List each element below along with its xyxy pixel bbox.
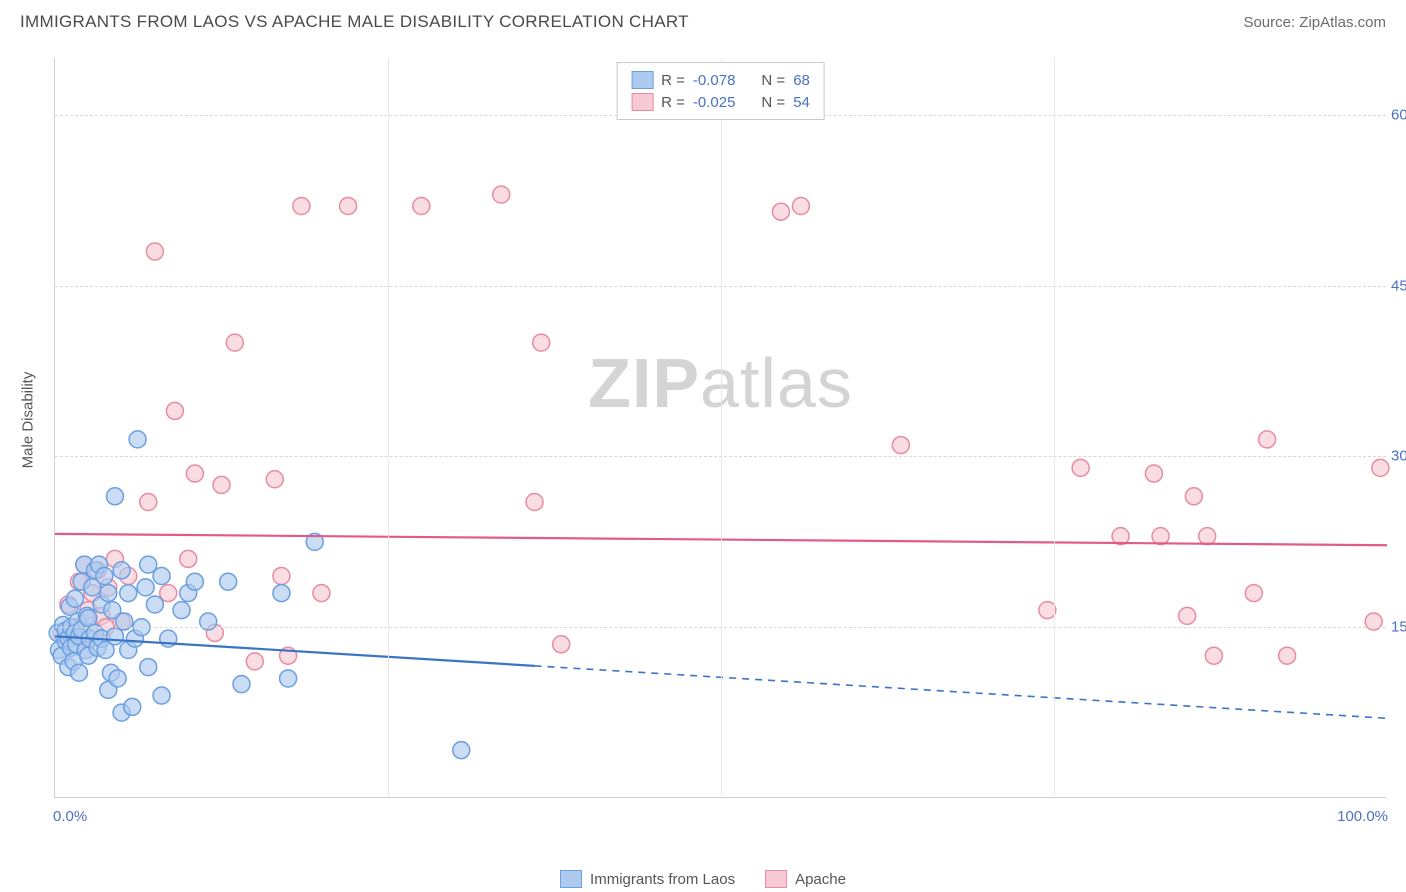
x-tick-min: 0.0% [53,808,87,825]
scatter-point [180,550,197,567]
scatter-point [1199,528,1216,545]
scatter-point [233,676,250,693]
scatter-point [226,334,243,351]
scatter-point [1205,647,1222,664]
scatter-point [173,602,190,619]
series-legend: Immigrants from Laos Apache [560,870,846,888]
y-axis-label: Male Disability [20,372,37,469]
scatter-point [106,488,123,505]
scatter-point [120,585,137,602]
scatter-point [266,471,283,488]
vgridline [721,58,722,797]
scatter-point [892,437,909,454]
scatter-point [109,670,126,687]
vgridline [1054,58,1055,797]
scatter-chart: ZIPatlas R =-0.078N =68R =-0.025N =54 0.… [54,58,1386,798]
scatter-point [453,742,470,759]
legend-swatch [631,93,653,111]
legend-item: Immigrants from Laos [560,870,735,888]
y-tick-label: 45.0% [1391,277,1406,294]
scatter-point [66,590,83,607]
legend-label: Immigrants from Laos [590,871,735,888]
legend-item: Apache [765,870,846,888]
legend-swatch [631,71,653,89]
legend-swatch [765,870,787,888]
scatter-point [772,203,789,220]
y-tick-label: 15.0% [1391,619,1406,636]
x-tick-max: 100.0% [1337,808,1388,825]
scatter-point [137,579,154,596]
chart-title: IMMIGRANTS FROM LAOS VS APACHE MALE DISA… [20,12,689,32]
correlation-legend: R = -0.078 N = 68 R = -0.025 N = 54 [616,62,825,120]
legend-n-label: N = [761,94,785,111]
scatter-point [106,628,123,645]
scatter-point [113,562,130,579]
scatter-point [340,198,357,215]
legend-r-value: -0.078 [693,72,736,89]
scatter-point [533,334,550,351]
y-tick-label: 60.0% [1391,106,1406,123]
legend-row: R = -0.078 N = 68 [631,69,810,91]
legend-n-value: 54 [793,94,810,111]
legend-swatch [560,870,582,888]
scatter-point [186,465,203,482]
regression-line-dashed [535,666,1387,718]
scatter-point [273,568,290,585]
scatter-point [220,573,237,590]
scatter-point [96,568,113,585]
scatter-point [166,402,183,419]
scatter-point [146,243,163,260]
scatter-point [186,573,203,590]
scatter-point [553,636,570,653]
legend-label: Apache [795,871,846,888]
scatter-point [792,198,809,215]
scatter-point [124,698,141,715]
scatter-point [493,186,510,203]
scatter-point [1152,528,1169,545]
scatter-point [1145,465,1162,482]
vgridline [388,58,389,797]
scatter-point [1259,431,1276,448]
legend-r-label: R = [661,94,685,111]
scatter-point [1372,459,1389,476]
scatter-point [246,653,263,670]
scatter-point [1245,585,1262,602]
scatter-point [280,670,297,687]
scatter-point [100,585,117,602]
legend-n-value: 68 [793,72,810,89]
scatter-point [70,664,87,681]
legend-r-label: R = [661,72,685,89]
scatter-point [153,687,170,704]
scatter-point [273,585,290,602]
scatter-point [146,596,163,613]
scatter-point [1179,607,1196,624]
scatter-point [526,494,543,511]
legend-row: R = -0.025 N = 54 [631,91,810,113]
scatter-point [1072,459,1089,476]
legend-n-label: N = [761,72,785,89]
legend-r-value: -0.025 [693,94,736,111]
scatter-point [1279,647,1296,664]
scatter-point [1185,488,1202,505]
scatter-point [129,431,146,448]
y-tick-label: 30.0% [1391,448,1406,465]
source-credit: Source: ZipAtlas.com [1243,14,1386,31]
scatter-point [213,476,230,493]
scatter-point [313,585,330,602]
scatter-point [413,198,430,215]
scatter-point [293,198,310,215]
header: IMMIGRANTS FROM LAOS VS APACHE MALE DISA… [0,0,1406,40]
scatter-point [153,568,170,585]
scatter-point [140,659,157,676]
scatter-point [140,494,157,511]
